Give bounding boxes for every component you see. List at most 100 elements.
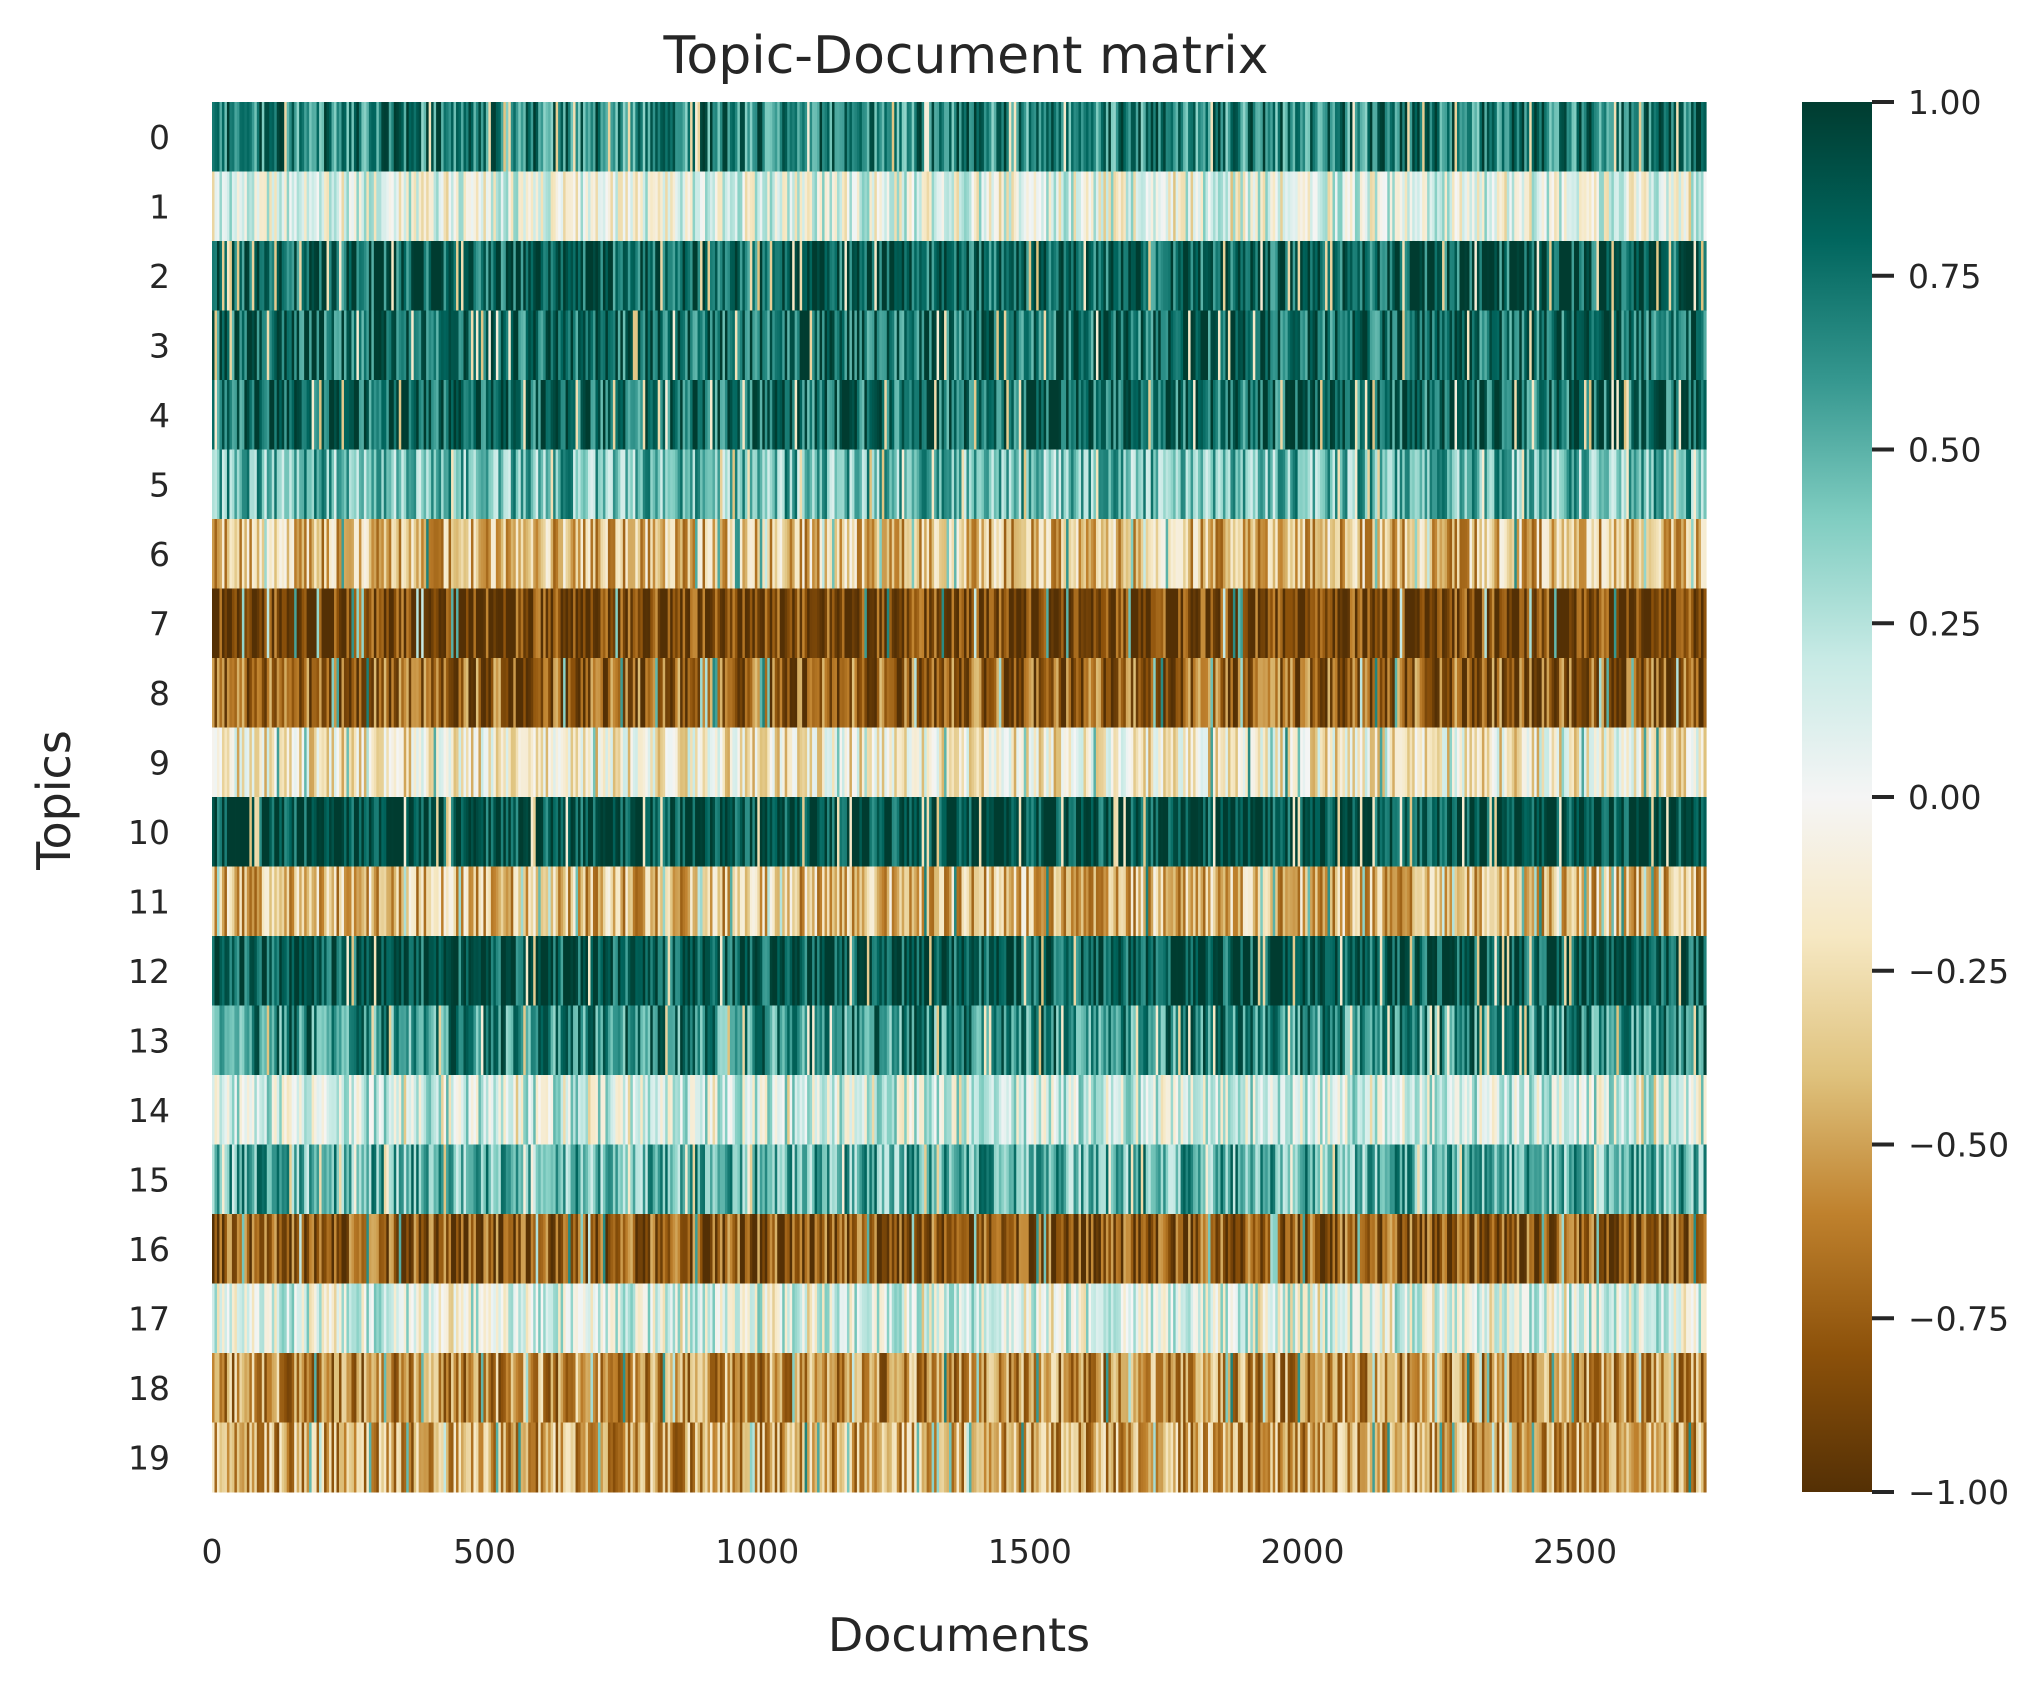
heatmap-cell <box>1242 102 1246 172</box>
heatmap-cell <box>1133 449 1137 520</box>
heatmap-cell <box>1170 102 1174 172</box>
heatmap-cell <box>251 171 255 242</box>
heatmap-cell <box>533 171 537 242</box>
heatmap-cell <box>403 380 407 450</box>
heatmap-cell <box>480 241 485 311</box>
heatmap-cell <box>331 241 335 311</box>
heatmap-cell <box>692 449 696 520</box>
heatmap-cell <box>1272 102 1276 172</box>
heatmap-cell <box>692 241 696 311</box>
heatmap-cell <box>324 102 328 172</box>
heatmap-cell <box>1626 310 1630 381</box>
heatmap-cell <box>1633 380 1637 450</box>
heatmap-cell <box>1377 310 1381 381</box>
heatmap-cell <box>1437 449 1441 520</box>
heatmap-cell <box>1461 241 1466 311</box>
heatmap-cell <box>366 449 370 520</box>
heatmap-cell <box>1208 380 1212 450</box>
heatmap-cell <box>978 380 983 450</box>
heatmap-cell <box>919 310 923 381</box>
heatmap-cell <box>334 241 338 311</box>
heatmap-cell <box>1419 380 1423 450</box>
heatmap-cell <box>236 102 240 172</box>
heatmap-cell <box>600 171 604 242</box>
heatmap-cell <box>423 380 427 450</box>
heatmap-cell <box>647 310 651 381</box>
heatmap-cell <box>1317 310 1321 381</box>
heatmap-cell <box>866 171 870 242</box>
heatmap-cell <box>1088 171 1092 242</box>
heatmap-cell <box>311 380 315 450</box>
heatmap-cell <box>966 171 970 242</box>
heatmap-cell <box>587 102 592 172</box>
heatmap-cell <box>757 310 761 381</box>
heatmap-cell <box>988 171 992 242</box>
heatmap-cell <box>423 171 427 242</box>
heatmap-cell <box>436 241 440 311</box>
heatmap-cell <box>1628 380 1632 450</box>
heatmap-cell <box>620 310 624 381</box>
heatmap-cell <box>1638 380 1642 450</box>
heatmap-cell <box>334 310 338 381</box>
heatmap-cell <box>1193 241 1197 311</box>
heatmap-cell <box>677 241 681 311</box>
heatmap-cell <box>1459 241 1463 311</box>
heatmap-cell <box>814 102 818 172</box>
heatmap-cell <box>876 310 880 381</box>
heatmap-cell <box>1367 310 1371 381</box>
heatmap-cell <box>338 310 343 381</box>
heatmap-cell <box>1354 449 1358 520</box>
heatmap-cell <box>1307 310 1311 381</box>
heatmap-cell <box>1591 380 1595 450</box>
heatmap-cell <box>520 380 524 450</box>
heatmap-cell <box>901 449 905 520</box>
heatmap-cell <box>1180 171 1184 242</box>
heatmap-cell <box>1115 241 1119 311</box>
heatmap-cell <box>558 380 562 450</box>
heatmap-cell <box>1534 102 1538 172</box>
heatmap-cell <box>1474 380 1478 450</box>
heatmap-cell <box>752 449 756 520</box>
heatmap-cell <box>214 241 218 311</box>
heatmap-cell <box>682 449 686 520</box>
heatmap-cell <box>388 380 392 450</box>
heatmap-cell <box>1257 310 1261 381</box>
heatmap-cell <box>622 449 626 520</box>
heatmap-cell <box>510 310 514 381</box>
heatmap-cell <box>1504 380 1508 450</box>
heatmap-cell <box>1529 241 1533 311</box>
heatmap-cell <box>244 102 248 172</box>
heatmap-cell <box>685 310 689 381</box>
heatmap-cell <box>1003 310 1007 381</box>
heatmap-cell <box>812 102 816 172</box>
heatmap-cell <box>401 102 405 172</box>
heatmap-cell <box>271 171 275 242</box>
heatmap-cell <box>1596 380 1600 450</box>
heatmap-cell <box>764 310 768 381</box>
heatmap-cell <box>1407 380 1411 450</box>
heatmap-cell <box>744 171 748 242</box>
heatmap-cell <box>610 171 614 242</box>
heatmap-cell <box>1330 102 1334 172</box>
heatmap-cell <box>1422 380 1426 450</box>
heatmap-cell <box>1337 310 1341 381</box>
heatmap-cell <box>1290 310 1294 381</box>
heatmap-cell <box>871 380 875 450</box>
heatmap-cell <box>737 102 741 172</box>
heatmap-cell <box>615 310 619 381</box>
heatmap-cell <box>670 449 674 520</box>
heatmap-cell <box>1130 310 1134 381</box>
heatmap-cell <box>1397 102 1401 172</box>
heatmap-cell <box>1354 380 1358 450</box>
heatmap-cell <box>854 310 858 381</box>
heatmap-cell <box>1344 241 1349 311</box>
heatmap-cell <box>301 171 305 242</box>
heatmap-cell <box>264 102 268 172</box>
heatmap-cell <box>1404 241 1408 311</box>
heatmap-cell <box>1312 241 1316 311</box>
heatmap-cell <box>642 449 646 520</box>
heatmap-cell <box>343 241 348 311</box>
heatmap-cell <box>1407 310 1411 381</box>
heatmap-cell <box>520 241 524 311</box>
heatmap-cell <box>1317 449 1321 520</box>
